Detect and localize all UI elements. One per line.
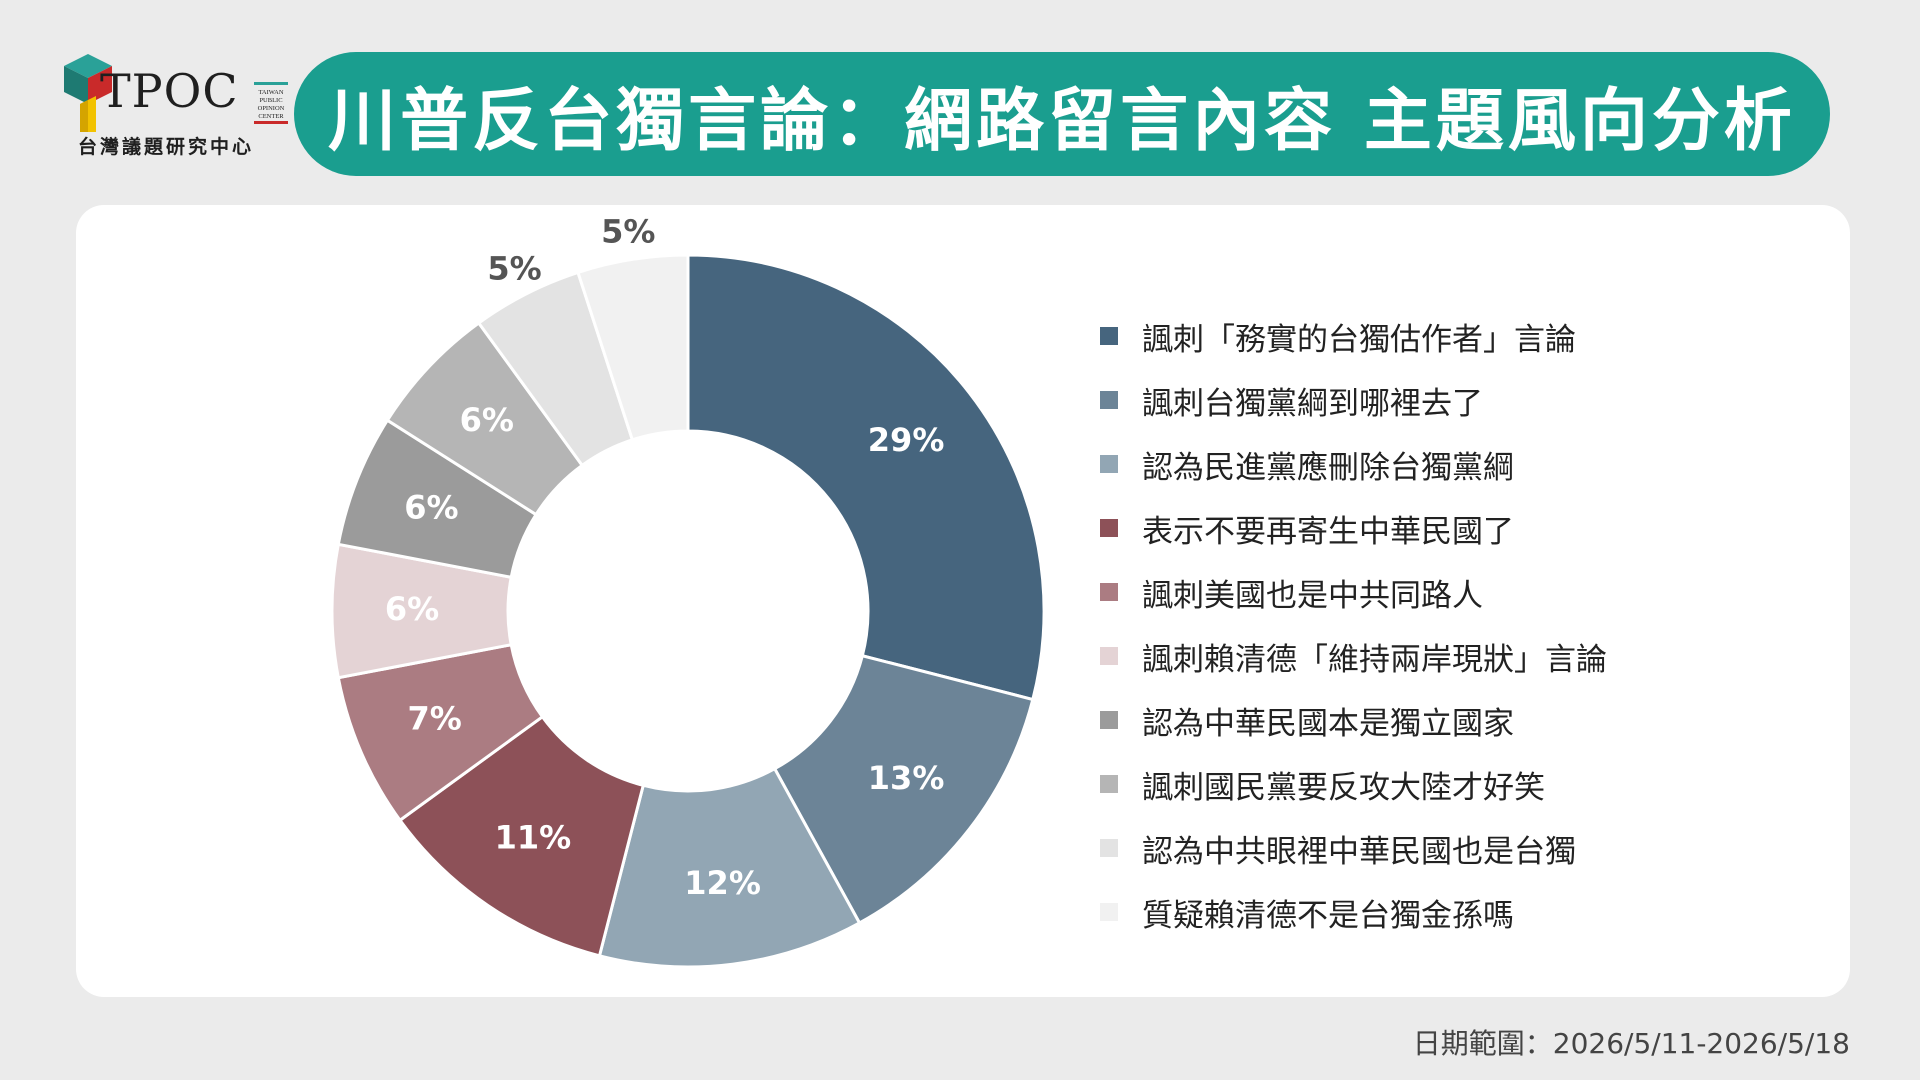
donut-slice (686, 253, 1046, 702)
slice-label: 6% (460, 401, 514, 439)
donut-slice (597, 766, 862, 969)
legend-item: 認為中華民國本是獨立國家 (1100, 688, 1800, 752)
legend-label: 諷刺台獨黨綱到哪裡去了 (1142, 385, 1483, 422)
logo-box: TAIWAN PUBLIC OPINION CENTER (254, 82, 288, 124)
svg-text:PUBLIC: PUBLIC (259, 97, 282, 104)
legend-item: 諷刺美國也是中共同路人 (1100, 560, 1800, 624)
legend-swatch (1100, 327, 1118, 345)
chart-legend: 諷刺「務實的台獨估作者」言論 諷刺台獨黨綱到哪裡去了 認為民進黨應刪除台獨黨綱 表示不… (1100, 304, 1800, 944)
legend-swatch (1100, 903, 1118, 921)
legend-item: 質疑賴清德不是台獨金孫嗎 (1100, 880, 1800, 944)
donut-slice (772, 653, 1035, 926)
legend-item: 諷刺賴清德「維持兩岸現狀」言論 (1100, 624, 1800, 688)
legend-item: 表示不要再寄生中華民國了 (1100, 496, 1800, 560)
legend-item: 諷刺國民黨要反攻大陸才好笑 (1100, 752, 1800, 816)
legend-swatch (1100, 647, 1118, 665)
donut-slice (576, 253, 690, 442)
legend-item: 諷刺台獨黨綱到哪裡去了 (1100, 368, 1800, 432)
slice-label: 6% (385, 590, 439, 628)
legend-label: 諷刺美國也是中共同路人 (1142, 577, 1483, 614)
legend-item: 認為民進黨應刪除台獨黨綱 (1100, 432, 1800, 496)
tpoc-logo: TPOC TAIWAN PUBLIC OPINION CENTER 台灣議題研究… (60, 52, 290, 162)
date-range: 日期範圍：2026/5/11-2026/5/18 (1412, 1027, 1850, 1060)
svg-text:CENTER: CENTER (258, 113, 284, 120)
legend-swatch (1100, 839, 1118, 857)
slice-label: 5% (487, 250, 541, 288)
legend-swatch (1100, 455, 1118, 473)
tpoc-logo-mark-icon (64, 54, 112, 132)
page-title: 川普反台獨言論：網路留言內容 主題風向分析 (328, 81, 1796, 161)
legend-label: 認為中共眼裡中華民國也是台獨 (1142, 833, 1576, 870)
legend-item: 認為中共眼裡中華民國也是台獨 (1100, 816, 1800, 880)
logo-subtitle: 台灣議題研究中心 (78, 136, 255, 158)
logo-wordmark: TPOC (100, 64, 239, 118)
slice-label: 12% (684, 864, 761, 902)
legend-swatch (1100, 583, 1118, 601)
svg-text:OPINION: OPINION (258, 105, 285, 112)
legend-label: 認為民進黨應刪除台獨黨綱 (1142, 449, 1514, 486)
slice-label: 11% (495, 818, 572, 856)
legend-label: 表示不要再寄生中華民國了 (1142, 513, 1514, 550)
legend-label: 質疑賴清德不是台獨金孫嗎 (1142, 897, 1514, 934)
svg-text:TAIWAN: TAIWAN (258, 89, 283, 96)
legend-item: 諷刺「務實的台獨估作者」言論 (1100, 304, 1800, 368)
legend-swatch (1100, 711, 1118, 729)
slice-label: 7% (408, 700, 462, 738)
legend-swatch (1100, 519, 1118, 537)
slice-label: 6% (404, 488, 458, 526)
legend-swatch (1100, 391, 1118, 409)
legend-label: 諷刺「務實的台獨估作者」言論 (1142, 321, 1576, 358)
logo-box-text: TAIWAN PUBLIC OPINION CENTER (258, 89, 285, 120)
legend-label: 諷刺賴清德「維持兩岸現狀」言論 (1142, 641, 1607, 678)
slice-label: 5% (601, 213, 655, 251)
legend-swatch (1100, 775, 1118, 793)
legend-label: 諷刺國民黨要反攻大陸才好笑 (1142, 769, 1545, 806)
legend-label: 認為中華民國本是獨立國家 (1142, 705, 1514, 742)
slice-label: 29% (868, 421, 945, 459)
slice-label: 13% (868, 759, 945, 797)
title-banner: 川普反台獨言論：網路留言內容 主題風向分析 (294, 52, 1830, 176)
